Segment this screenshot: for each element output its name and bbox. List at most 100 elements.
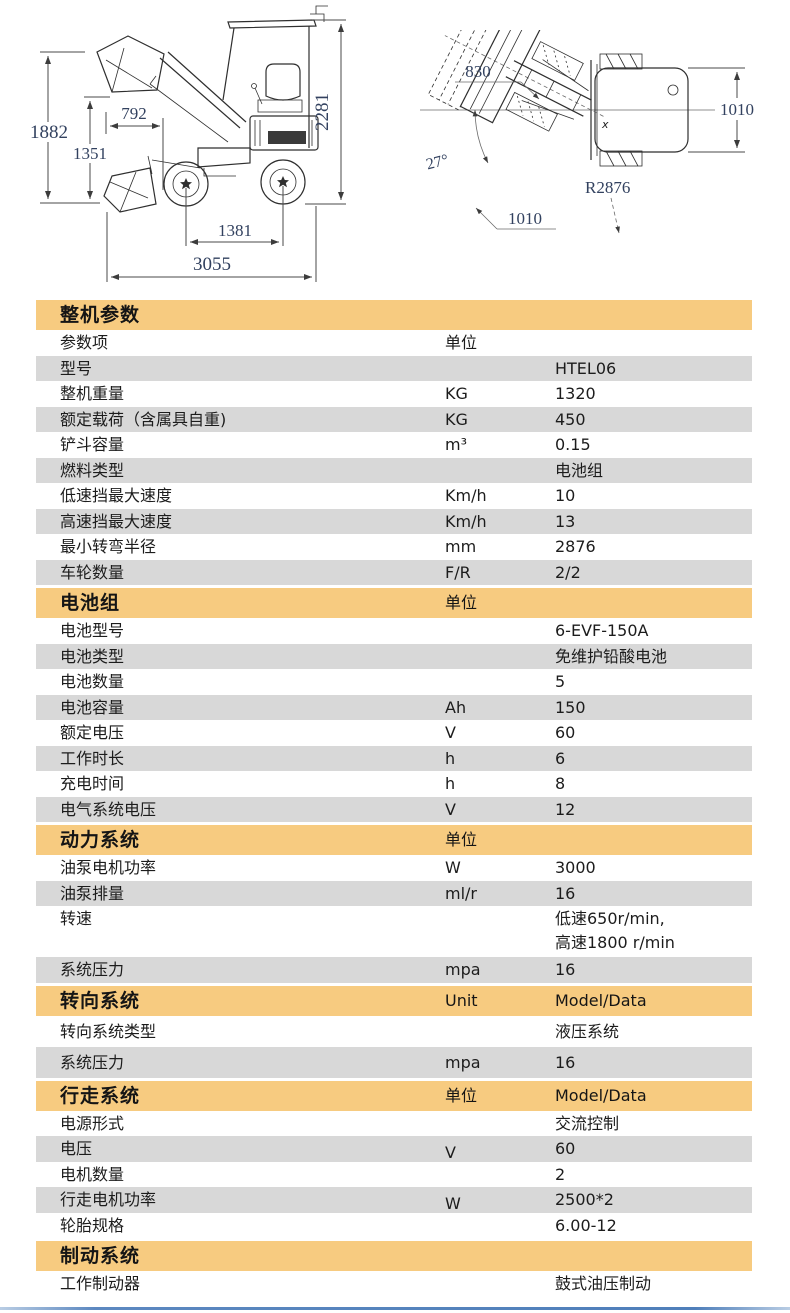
table-row: 充电时间 h 8 xyxy=(36,771,752,797)
dim-1010-bucket-label: 1010 xyxy=(508,209,542,228)
param-value: 450 xyxy=(555,409,586,429)
param-label: 系统压力 xyxy=(60,1052,125,1072)
top-view-dimensions: 830 27° 1010 R2876 1010 xyxy=(424,62,757,234)
param-label: 工作制动器 xyxy=(60,1274,141,1293)
table-row: 转向系统类型 液压系统 xyxy=(36,1016,752,1047)
param-value: 8 xyxy=(555,774,566,793)
section-unit-header: 单位 xyxy=(445,593,478,612)
param-value: 13 xyxy=(555,511,576,531)
table-row: 工作时长 h 6 xyxy=(36,745,752,771)
param-unit: h xyxy=(445,774,456,793)
param-label: 最小转弯半径 xyxy=(60,537,157,556)
param-value: 60 xyxy=(555,1139,576,1158)
param-value: 16 xyxy=(555,883,576,903)
param-label: 电池容量 xyxy=(60,697,125,717)
section-title: 整机参数 xyxy=(60,304,141,326)
param-label: 电源形式 xyxy=(60,1113,125,1133)
table-row: 燃料类型 电池组 xyxy=(36,457,752,483)
section-title: 制动系统 xyxy=(60,1245,141,1267)
table-row: 电池型号 6-EVF-150A xyxy=(36,618,752,644)
param-value: 1320 xyxy=(555,384,596,403)
param-unit: V xyxy=(445,799,456,819)
param-unit: h xyxy=(445,748,456,768)
articulation-x-marker: x xyxy=(601,118,609,131)
param-unit: mm xyxy=(445,537,477,556)
param-label: 高速挡最大速度 xyxy=(60,511,173,531)
param-label: 电压 xyxy=(60,1139,93,1158)
param-label: 电池型号 xyxy=(60,621,125,640)
table-row: 铲斗容量 m³ 0.15 xyxy=(36,432,752,458)
table-row: 转速 低速650r/min, 高速1800 r/min xyxy=(36,906,752,957)
param-value: 5 xyxy=(555,672,566,691)
dim-1882-label: 1882 xyxy=(30,122,68,143)
param-label: 整机重量 xyxy=(60,384,125,403)
param-label: 工作时长 xyxy=(60,748,125,768)
section-title: 电池组 xyxy=(60,592,121,614)
section-unit-header: 单位 xyxy=(445,1085,478,1105)
param-value: 6.00-12 xyxy=(555,1215,617,1235)
section-header-band: 制动系统 xyxy=(36,1241,752,1271)
spec-section-0: 整机参数 参数项 单位 型号 HTEL06 整机重量 KG 1320 额定载荷（含属具自重) KG… xyxy=(36,300,752,585)
table-row: 额定电压 V 60 xyxy=(36,720,752,746)
param-value: 60 xyxy=(555,723,576,742)
param-unit: Ah xyxy=(445,697,467,717)
table-row: 整机重量 KG 1320 xyxy=(36,381,752,407)
param-unit: W xyxy=(445,1194,461,1213)
spec-section-5: 制动系统工作制动器 鼓式油压制动 xyxy=(36,1241,752,1297)
param-unit: KG xyxy=(445,384,468,403)
section-value-header: Model/Data xyxy=(555,990,647,1010)
table-row: 系统压力 mpa 16 xyxy=(36,957,752,983)
param-label: 低速挡最大速度 xyxy=(60,486,173,505)
dim-r2876-label: R2876 xyxy=(585,178,630,197)
section-header-band: 电池组 单位 xyxy=(36,588,752,618)
column-header-unit: 单位 xyxy=(445,333,478,352)
table-row: 系统压力 mpa 16 xyxy=(36,1046,752,1078)
column-header-row: 参数项 单位 xyxy=(36,330,752,356)
table-row: 额定载荷（含属具自重) KG 450 xyxy=(36,406,752,432)
loader-top-art: x xyxy=(420,30,715,167)
param-label: 转速 xyxy=(60,909,93,928)
table-row: 高速挡最大速度 Km/h 13 xyxy=(36,508,752,534)
param-label: 充电时间 xyxy=(60,774,125,793)
param-value: HTEL06 xyxy=(555,358,617,378)
param-value: 交流控制 xyxy=(555,1113,620,1133)
dim-792-label: 792 xyxy=(121,104,147,123)
param-label: 车轮数量 xyxy=(60,562,125,582)
param-unit: KG xyxy=(445,409,468,429)
section-unit-header: 单位 xyxy=(445,830,478,849)
dim-830-label: 830 xyxy=(465,62,491,81)
param-unit: m³ xyxy=(445,435,467,454)
param-value: 电池组 xyxy=(555,460,604,480)
param-value: 3000 xyxy=(555,858,596,877)
param-value: 6-EVF-150A xyxy=(555,621,649,640)
param-label: 行走电机功率 xyxy=(60,1190,157,1209)
technical-drawings: 1882 1351 792 2281 1381 3055 xyxy=(0,0,790,298)
spec-section-2: 动力系统 单位 油泵电机功率 W 3000 油泵排量 ml/r 16 转速 低速650r/min,… xyxy=(36,825,752,983)
section-value-header: Model/Data xyxy=(555,1085,647,1105)
param-value: 6 xyxy=(555,748,566,768)
section-header-band: 转向系统 Unit Model/Data xyxy=(36,985,752,1016)
dim-1351-label: 1351 xyxy=(73,144,107,163)
param-value: 150 xyxy=(555,697,586,717)
column-header-label: 参数项 xyxy=(60,333,109,352)
dim-angle-label: 27° xyxy=(424,151,450,173)
param-value: 12 xyxy=(555,799,576,819)
param-value: 鼓式油压制动 xyxy=(555,1274,652,1293)
param-label: 电池数量 xyxy=(60,672,125,691)
side-view-drawing: 1882 1351 792 2281 1381 3055 xyxy=(28,5,346,282)
param-label: 电池类型 xyxy=(60,646,125,666)
top-view-drawing: x 830 27° 1010 R2876 1010 xyxy=(420,30,757,234)
param-label: 型号 xyxy=(60,358,93,378)
bottom-rule xyxy=(0,1307,790,1310)
table-row: 电池类型 免维护铅酸电池 xyxy=(36,643,752,669)
section-header-band: 整机参数 xyxy=(36,300,752,330)
param-unit: F/R xyxy=(445,562,471,582)
section-title: 转向系统 xyxy=(60,989,141,1012)
param-label: 转向系统类型 xyxy=(60,1021,157,1041)
param-label: 电机数量 xyxy=(60,1164,125,1184)
table-row: 油泵排量 ml/r 16 xyxy=(36,880,752,906)
param-value: 0.15 xyxy=(555,435,591,454)
table-row: 电气系统电压 V 12 xyxy=(36,796,752,822)
param-value: 免维护铅酸电池 xyxy=(555,646,668,666)
